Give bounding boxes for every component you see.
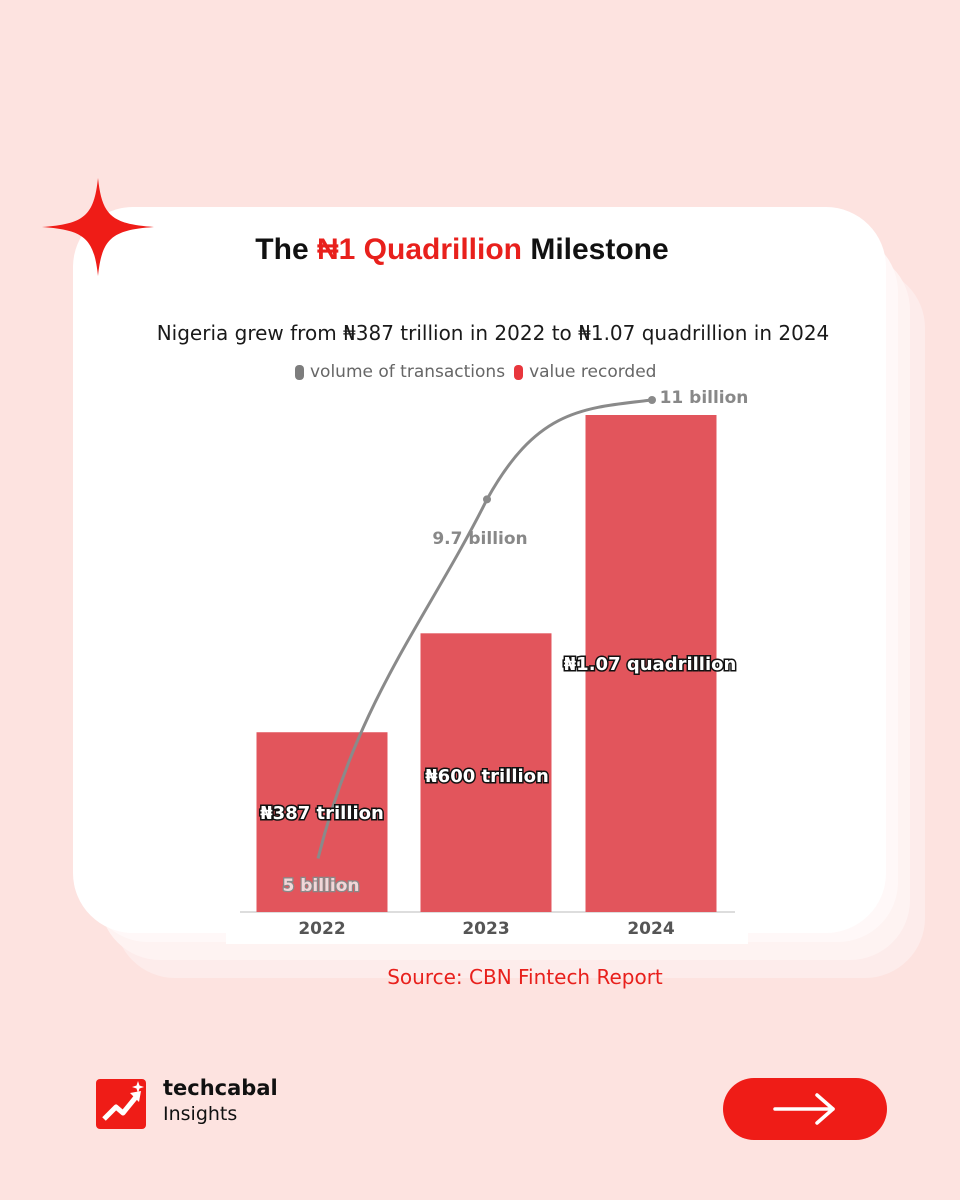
volume-point-2024 — [648, 396, 656, 404]
sparkle-icon — [42, 178, 154, 276]
volume-point-2023 — [483, 495, 491, 504]
legend-label-value: value recorded — [529, 362, 657, 382]
legend-item-volume: volume of transactions — [295, 362, 505, 382]
title-highlight: ₦1 Quadrillion — [316, 233, 522, 266]
legend-item-value: value recorded — [514, 362, 656, 382]
techcabal-logo-icon — [96, 1079, 146, 1129]
chart-subtitle: Nigeria grew from ₦387 trillion in 2022 … — [156, 321, 830, 345]
volume-line — [316, 398, 653, 859]
legend-swatch-volume — [295, 364, 304, 380]
next-button[interactable] — [723, 1078, 887, 1140]
bar-value-label-2024: ₦1.07 quadrillion — [564, 654, 737, 675]
bar-2023 — [420, 633, 552, 912]
volume-value-label-2023: 9.7 billion — [432, 529, 527, 549]
bar-2024 — [585, 415, 717, 912]
page-title: The ₦1 Quadrillion Milestone — [0, 233, 924, 267]
legend-label-volume: volume of transactions — [310, 362, 506, 382]
volume-value-label-2022: 5 billion — [282, 876, 359, 896]
x-tick-label-2024: 2024 — [627, 919, 674, 939]
bar-value-label-2023: ₦600 trillion — [425, 766, 549, 787]
arrow-right-icon — [773, 1093, 835, 1125]
title-prefix: The — [255, 233, 317, 266]
brand-name: techcabal — [163, 1076, 278, 1100]
title-suffix: Milestone — [522, 233, 669, 266]
legend-swatch-value — [514, 364, 524, 380]
x-tick-label-2022: 2022 — [298, 919, 345, 939]
source-note: Source: CBN Fintech Report — [387, 965, 663, 989]
bar-value-label-2022: ₦387 trillion — [260, 803, 384, 824]
volume-value-label-2024: 11 billion — [660, 388, 749, 408]
bar-2022 — [256, 732, 388, 912]
chart-legend: volume of transactions value recorded — [295, 360, 665, 384]
brand-subtitle: Insights — [163, 1103, 238, 1125]
x-tick-label-2023: 2023 — [462, 919, 509, 939]
